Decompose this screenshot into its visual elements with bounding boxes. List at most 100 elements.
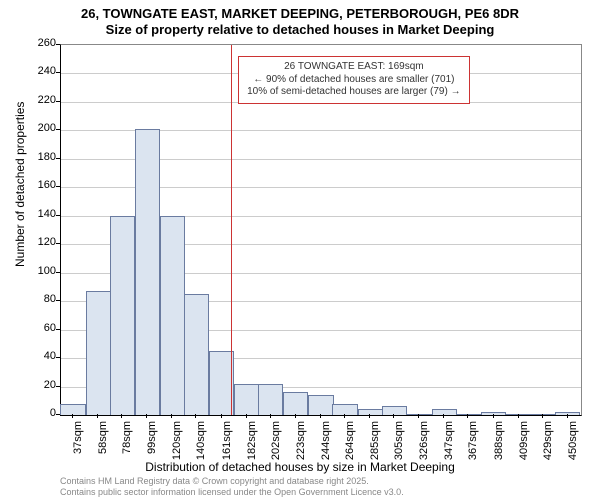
x-tick-mark (493, 414, 494, 418)
histogram-bar (407, 414, 432, 415)
histogram-bar (283, 392, 308, 415)
x-tick-label: 161sqm (221, 421, 233, 466)
y-tick-mark (56, 300, 60, 301)
y-tick-label: 0 (16, 407, 56, 419)
y-tick-mark (56, 158, 60, 159)
x-tick-label: 120sqm (171, 421, 183, 466)
y-tick-mark (56, 44, 60, 45)
y-tick-mark (56, 414, 60, 415)
y-tick-label: 120 (16, 236, 56, 248)
x-tick-label: 450sqm (567, 421, 579, 466)
histogram-bar (308, 395, 333, 415)
y-tick-mark (56, 386, 60, 387)
x-tick-label: 264sqm (344, 421, 356, 466)
x-tick-label: 182sqm (246, 421, 258, 466)
y-tick-mark (56, 129, 60, 130)
x-tick-mark (344, 414, 345, 418)
y-tick-mark (56, 101, 60, 102)
histogram-bar (135, 129, 160, 415)
y-tick-label: 40 (16, 350, 56, 362)
y-tick-label: 60 (16, 322, 56, 334)
y-tick-mark (56, 272, 60, 273)
histogram-bar (456, 414, 481, 415)
y-tick-label: 200 (16, 122, 56, 134)
x-tick-label: 58sqm (97, 421, 109, 466)
y-tick-mark (56, 72, 60, 73)
chart-footer: Contains HM Land Registry data © Crown c… (60, 476, 404, 498)
chart-title-description: Size of property relative to detached ho… (0, 22, 600, 37)
x-tick-mark (146, 414, 147, 418)
x-tick-label: 429sqm (542, 421, 554, 466)
histogram-bar (481, 412, 506, 415)
histogram-bar (234, 384, 259, 415)
annotation-line2: ← 90% of detached houses are smaller (70… (247, 74, 460, 87)
x-tick-label: 140sqm (195, 421, 207, 466)
x-tick-label: 223sqm (295, 421, 307, 466)
annotation-line1: 26 TOWNGATE EAST: 169sqm (247, 61, 460, 74)
x-tick-mark (418, 414, 419, 418)
annotation-line3: 10% of semi-detached houses are larger (… (247, 86, 460, 99)
y-tick-label: 80 (16, 293, 56, 305)
y-tick-label: 160 (16, 179, 56, 191)
x-tick-mark (393, 414, 394, 418)
y-tick-label: 220 (16, 94, 56, 106)
histogram-bar (258, 384, 283, 415)
x-tick-mark (97, 414, 98, 418)
x-tick-label: 37sqm (72, 421, 84, 466)
x-tick-mark (443, 414, 444, 418)
x-tick-mark (171, 414, 172, 418)
histogram-bar (555, 412, 580, 415)
footer-line2: Contains public sector information licen… (60, 487, 404, 497)
x-tick-label: 78sqm (121, 421, 133, 466)
x-tick-mark (567, 414, 568, 418)
x-tick-label: 347sqm (443, 421, 455, 466)
histogram-bar (506, 414, 531, 415)
x-tick-mark (320, 414, 321, 418)
y-tick-label: 100 (16, 265, 56, 277)
x-tick-mark (72, 414, 73, 418)
x-tick-label: 202sqm (270, 421, 282, 466)
y-tick-mark (56, 186, 60, 187)
x-tick-mark (542, 414, 543, 418)
reference-line (231, 45, 232, 415)
x-tick-label: 367sqm (467, 421, 479, 466)
footer-line1: Contains HM Land Registry data © Crown c… (60, 476, 369, 486)
y-tick-label: 260 (16, 37, 56, 49)
y-tick-label: 180 (16, 151, 56, 163)
annotation-box: 26 TOWNGATE EAST: 169sqm← 90% of detache… (238, 56, 469, 104)
x-tick-mark (121, 414, 122, 418)
histogram-bar (432, 409, 457, 415)
y-tick-mark (56, 215, 60, 216)
x-tick-label: 244sqm (320, 421, 332, 466)
y-tick-mark (56, 357, 60, 358)
x-tick-label: 326sqm (418, 421, 430, 466)
histogram-bar (160, 216, 185, 415)
x-tick-label: 99sqm (146, 421, 158, 466)
x-tick-mark (221, 414, 222, 418)
histogram-bar (60, 404, 85, 415)
y-tick-label: 240 (16, 65, 56, 77)
histogram-bar (332, 404, 357, 415)
y-tick-mark (56, 329, 60, 330)
x-tick-label: 305sqm (393, 421, 405, 466)
y-tick-label: 20 (16, 379, 56, 391)
x-tick-label: 388sqm (493, 421, 505, 466)
histogram-bar (86, 291, 111, 415)
x-tick-label: 285sqm (369, 421, 381, 466)
x-tick-mark (518, 414, 519, 418)
x-tick-mark (295, 414, 296, 418)
x-tick-mark (195, 414, 196, 418)
y-tick-mark (56, 243, 60, 244)
y-tick-label: 140 (16, 208, 56, 220)
x-tick-label: 409sqm (518, 421, 530, 466)
histogram-bar (530, 414, 555, 415)
histogram-bar (110, 216, 135, 415)
x-tick-mark (369, 414, 370, 418)
chart-title-address: 26, TOWNGATE EAST, MARKET DEEPING, PETER… (0, 6, 600, 21)
property-size-chart: 26, TOWNGATE EAST, MARKET DEEPING, PETER… (0, 0, 600, 500)
histogram-bar (358, 409, 383, 415)
histogram-bar (382, 406, 407, 415)
x-tick-mark (246, 414, 247, 418)
x-tick-mark (467, 414, 468, 418)
histogram-bar (184, 294, 209, 415)
